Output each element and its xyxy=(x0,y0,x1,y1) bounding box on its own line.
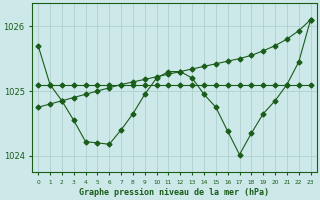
X-axis label: Graphe pression niveau de la mer (hPa): Graphe pression niveau de la mer (hPa) xyxy=(79,188,269,197)
